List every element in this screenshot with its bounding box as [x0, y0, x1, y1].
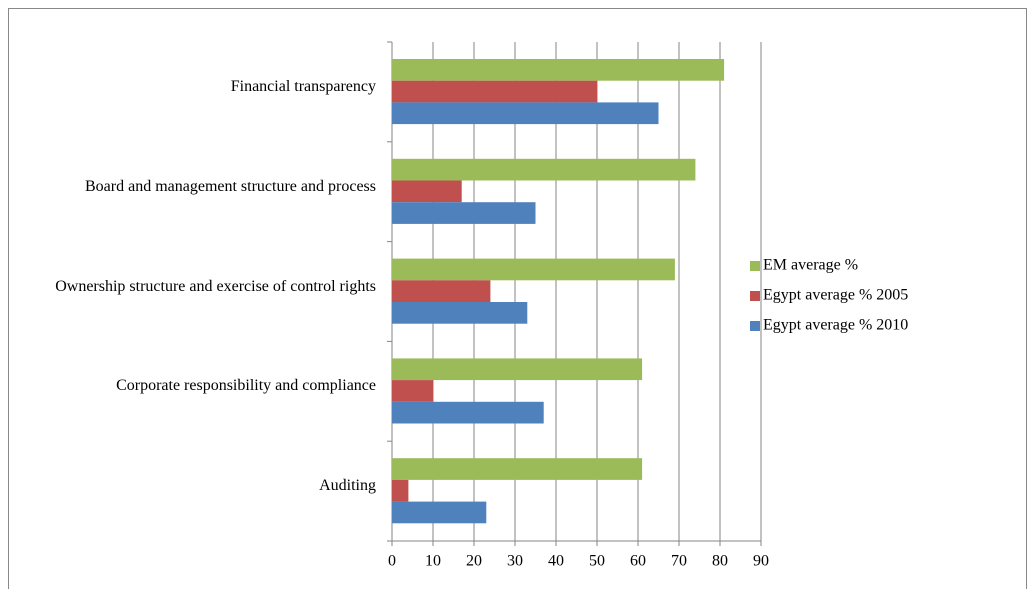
x-tick-label: 50	[589, 553, 605, 570]
bar	[392, 501, 487, 524]
x-tick-label: 80	[712, 553, 728, 570]
legend-swatch	[750, 261, 760, 271]
y-tick-label: Board and management structure and proce…	[84, 177, 376, 195]
chart-frame	[8, 8, 1027, 589]
bar	[392, 202, 536, 224]
category-label-box: Board and management structure and proce…	[16, 157, 376, 217]
bar	[392, 158, 696, 181]
bar	[392, 358, 643, 381]
x-tick-label: 90	[753, 553, 769, 570]
y-tick-label: Corporate responsibility and compliance	[116, 377, 376, 395]
bar	[392, 59, 725, 81]
bar	[392, 180, 462, 203]
x-tick-label: 60	[630, 553, 646, 570]
x-tick-label: 20	[466, 553, 482, 570]
bar	[392, 479, 409, 502]
x-tick-label: 30	[507, 553, 523, 570]
category-label-box: Ownership structure and exercise of cont…	[16, 257, 376, 317]
bar	[392, 380, 433, 402]
bar	[392, 102, 659, 125]
y-tick-label: Auditing	[319, 477, 376, 495]
x-tick-label: 70	[671, 553, 687, 570]
category-label-box: Financial transparency	[16, 57, 376, 117]
bar	[392, 280, 491, 302]
legend-swatch	[750, 321, 760, 331]
category-label-box: Auditing	[16, 456, 376, 516]
category-label-box: Corporate responsibility and compliance	[16, 356, 376, 416]
bar	[392, 80, 597, 103]
legend-label: Egypt average % 2010	[763, 317, 908, 334]
x-tick-label: 0	[388, 553, 396, 570]
legend-label: Egypt average % 2005	[763, 287, 908, 304]
bar	[392, 458, 643, 480]
x-tick-label: 10	[425, 553, 441, 570]
x-tick-label: 40	[548, 553, 564, 570]
legend-label: EM average %	[763, 257, 858, 274]
bar	[392, 258, 675, 281]
legend-swatch	[750, 291, 760, 301]
y-tick-label: Financial transparency	[230, 77, 376, 95]
y-tick-label: Ownership structure and exercise of cont…	[55, 277, 376, 295]
bar	[392, 401, 544, 424]
bar	[392, 302, 528, 324]
